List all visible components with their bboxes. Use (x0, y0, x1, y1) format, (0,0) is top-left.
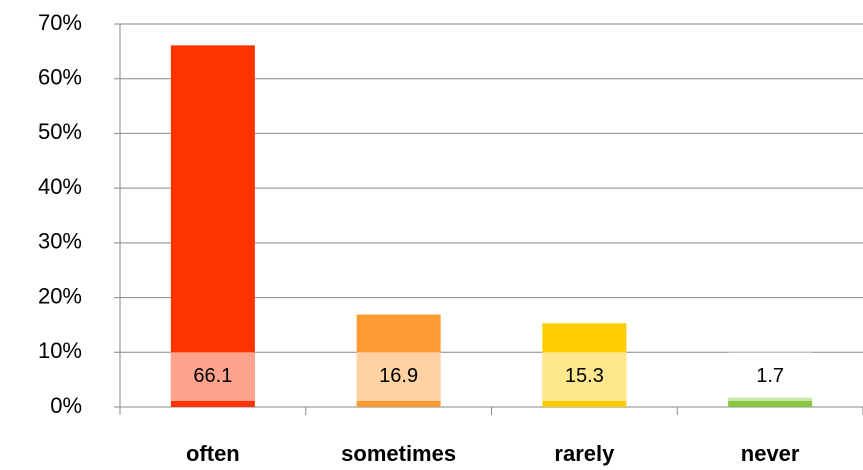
value-label-box (356, 352, 441, 401)
y-tick-label: 30% (38, 229, 82, 254)
x-tick-label: never (741, 441, 800, 466)
x-tick-label: often (186, 441, 240, 466)
y-tick-label: 70% (38, 10, 82, 35)
value-label-box (542, 352, 627, 401)
y-tick-label: 50% (38, 119, 82, 144)
y-tick-label: 20% (38, 283, 82, 308)
y-tick-label: 10% (38, 338, 82, 363)
value-label-box (170, 352, 255, 401)
value-label: 66.1 (193, 365, 232, 387)
bar (728, 397, 813, 407)
bar (170, 45, 255, 408)
value-label: 15.3 (565, 365, 604, 387)
x-tick-label: sometimes (341, 441, 456, 466)
x-tick-label: rarely (554, 441, 615, 466)
y-tick-label: 60% (38, 65, 82, 90)
y-tick-label: 40% (38, 174, 82, 199)
value-label: 1.7 (756, 365, 784, 387)
value-label-box (728, 352, 813, 401)
value-label: 16.9 (379, 365, 418, 387)
y-tick-label: 0% (50, 393, 82, 418)
